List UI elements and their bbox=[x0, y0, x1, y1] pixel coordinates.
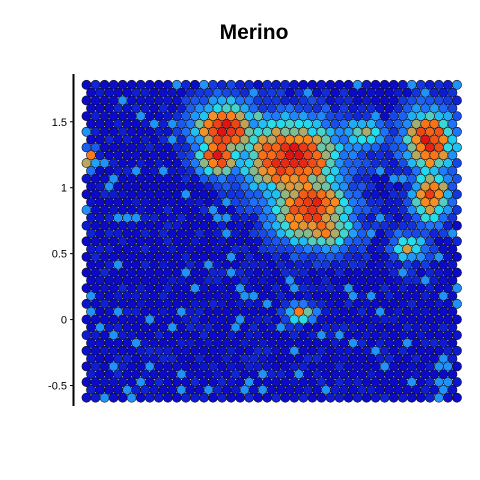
data-spot bbox=[126, 392, 137, 403]
data-spot bbox=[452, 95, 462, 106]
data-spot bbox=[180, 392, 191, 403]
data-spot bbox=[452, 220, 462, 231]
data-spot bbox=[388, 392, 399, 403]
data-spot bbox=[379, 392, 390, 403]
data-spot bbox=[108, 392, 119, 403]
data-spot bbox=[452, 251, 462, 262]
data-spot bbox=[452, 314, 462, 325]
data-spot bbox=[447, 369, 458, 380]
data-spot bbox=[452, 298, 462, 309]
data-spot bbox=[144, 392, 155, 403]
data-spot bbox=[406, 392, 417, 403]
data-spot bbox=[452, 283, 462, 294]
data-spot bbox=[217, 392, 227, 403]
data-spot bbox=[135, 392, 146, 403]
data-spot bbox=[262, 392, 273, 403]
y-tick-label: 1 bbox=[61, 183, 67, 195]
data-spot bbox=[244, 392, 255, 403]
data-spot bbox=[343, 392, 354, 403]
data-spot bbox=[447, 119, 458, 129]
y-tick-label: -0.5 bbox=[48, 381, 67, 393]
data-spot bbox=[452, 330, 462, 341]
data-spot bbox=[447, 306, 458, 317]
data-spot bbox=[289, 392, 300, 403]
data-spot bbox=[452, 142, 462, 153]
data-spot bbox=[452, 392, 462, 403]
y-tick-label: 0 bbox=[61, 315, 67, 327]
data-spot bbox=[447, 244, 458, 254]
data-spot bbox=[452, 79, 462, 90]
spots-layer bbox=[81, 79, 462, 403]
data-spot bbox=[443, 392, 453, 403]
data-spot bbox=[307, 392, 318, 403]
chart-title: Merino bbox=[220, 21, 289, 44]
data-spot bbox=[447, 291, 458, 301]
y-tick-label: 0.5 bbox=[52, 249, 67, 261]
data-spot bbox=[370, 392, 381, 403]
data-spot bbox=[99, 392, 110, 403]
data-spot bbox=[452, 111, 462, 121]
data-spot bbox=[447, 165, 458, 176]
data-spot bbox=[447, 181, 458, 192]
data-spot bbox=[424, 392, 435, 403]
data-spot bbox=[452, 173, 462, 184]
data-spot bbox=[447, 150, 458, 161]
data-spot bbox=[447, 259, 458, 270]
data-spot bbox=[81, 392, 92, 403]
data-spot bbox=[452, 267, 462, 278]
data-spot bbox=[447, 275, 458, 286]
data-spot bbox=[271, 392, 282, 403]
y-ticks: 1.5 1 0.5 0 -0.5 bbox=[48, 117, 74, 393]
data-spot bbox=[190, 392, 200, 403]
data-spot bbox=[352, 392, 363, 403]
data-spot bbox=[447, 338, 458, 348]
data-spot bbox=[153, 392, 164, 403]
y-tick-label: 1.5 bbox=[52, 117, 67, 129]
data-spot bbox=[235, 392, 245, 403]
data-spot bbox=[452, 361, 462, 372]
data-spot bbox=[316, 392, 327, 403]
data-spot bbox=[171, 392, 182, 403]
data-spot bbox=[452, 377, 462, 387]
data-spot bbox=[447, 353, 458, 364]
data-spot bbox=[415, 392, 426, 403]
data-spot bbox=[253, 392, 264, 403]
data-spot bbox=[447, 384, 458, 395]
data-spot bbox=[452, 205, 462, 215]
data-spot bbox=[90, 392, 101, 403]
data-spot bbox=[226, 392, 236, 403]
data-spot bbox=[208, 392, 218, 403]
data-spot bbox=[334, 392, 345, 403]
data-spot bbox=[361, 392, 372, 403]
data-spot bbox=[447, 228, 458, 239]
data-spot bbox=[452, 189, 462, 200]
data-spot bbox=[447, 322, 458, 333]
data-spot bbox=[447, 103, 458, 114]
data-spot bbox=[162, 392, 173, 403]
data-spot bbox=[325, 392, 336, 403]
data-spot bbox=[447, 134, 458, 145]
data-spot bbox=[447, 197, 458, 208]
data-spot bbox=[447, 212, 458, 223]
data-spot bbox=[199, 392, 209, 403]
data-spot bbox=[298, 392, 309, 403]
data-spot bbox=[433, 392, 444, 403]
data-spot bbox=[452, 158, 462, 168]
data-spot bbox=[447, 87, 458, 98]
data-spot bbox=[452, 345, 462, 356]
data-spot bbox=[452, 126, 462, 137]
data-spot bbox=[280, 392, 291, 403]
data-spot bbox=[452, 236, 462, 247]
data-spot bbox=[117, 392, 128, 403]
data-spot bbox=[397, 392, 408, 403]
